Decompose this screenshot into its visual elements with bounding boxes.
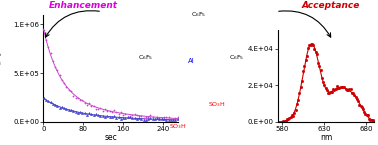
- Text: Acceptance: Acceptance: [302, 1, 360, 10]
- Text: SO$_3$H: SO$_3$H: [208, 100, 226, 109]
- Text: SO$_3$H: SO$_3$H: [169, 122, 187, 131]
- FancyArrowPatch shape: [279, 11, 331, 37]
- Text: C$_6$F$_5$: C$_6$F$_5$: [229, 54, 244, 62]
- FancyArrowPatch shape: [45, 11, 99, 37]
- Text: Al: Al: [187, 58, 194, 64]
- X-axis label: nm: nm: [320, 133, 332, 142]
- X-axis label: sec: sec: [104, 133, 117, 142]
- Text: Enhancement: Enhancement: [49, 1, 118, 10]
- Text: C$_6$F$_5$: C$_6$F$_5$: [138, 54, 153, 62]
- Text: C$_6$F$_5$: C$_6$F$_5$: [191, 10, 206, 19]
